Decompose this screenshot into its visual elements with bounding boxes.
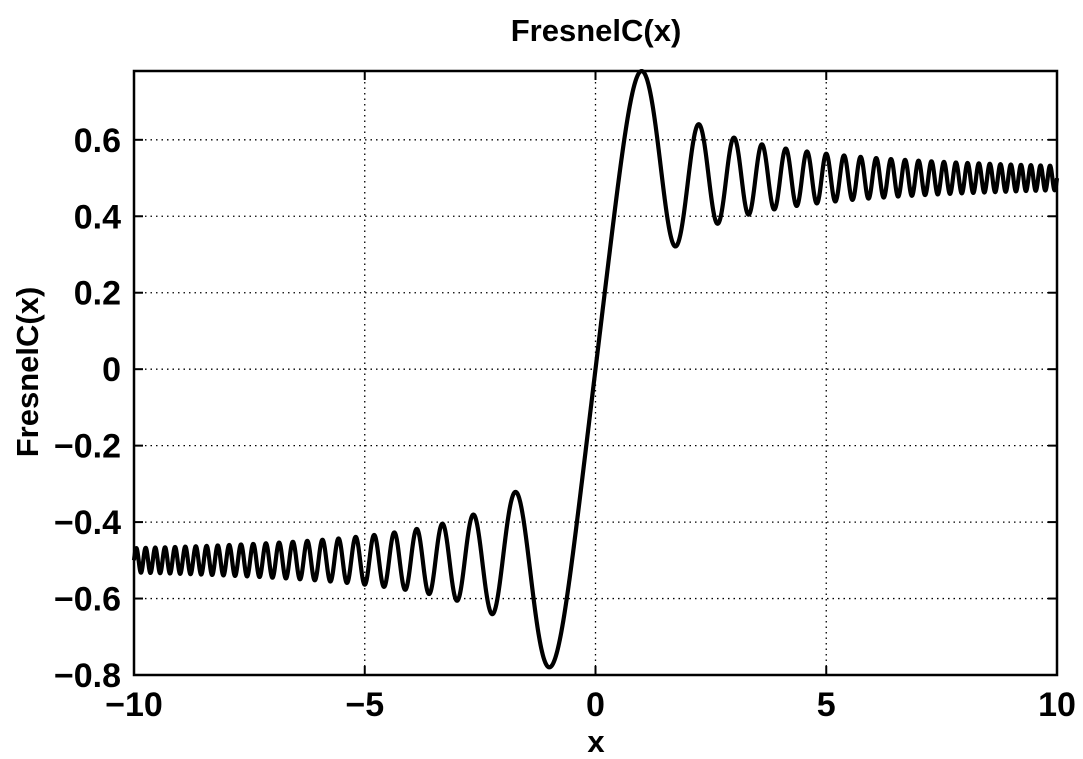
series-line-fresnelc	[131, 68, 1060, 670]
x-tick-labels: −10 −5 0 5 10	[105, 686, 1076, 724]
x-tick-label: −5	[345, 686, 384, 724]
y-axis-label: FresnelC(x)	[10, 287, 45, 458]
x-tick-label: 5	[817, 686, 836, 724]
x-tick-label: −10	[105, 686, 163, 724]
y-tick-label: −0.6	[54, 581, 121, 619]
y-tick-label: −0.8	[54, 657, 121, 695]
y-tick-label: 0.6	[74, 122, 121, 160]
series-layer	[131, 68, 1060, 670]
ticks	[133, 71, 1058, 676]
chart-title: FresnelC(x)	[511, 13, 682, 48]
x-tick-label: 0	[586, 686, 605, 724]
y-tick-label: 0.4	[74, 198, 121, 236]
y-tick-label: 0	[102, 351, 121, 389]
y-tick-label: −0.2	[54, 428, 121, 466]
y-tick-labels: −0.8 −0.6 −0.4 −0.2 0 0.2 0.4 0.6	[54, 122, 121, 695]
y-tick-label: 0.2	[74, 275, 121, 313]
x-tick-label: 10	[1038, 686, 1076, 724]
y-tick-label: −0.4	[54, 504, 121, 542]
x-axis-label: x	[587, 724, 605, 759]
